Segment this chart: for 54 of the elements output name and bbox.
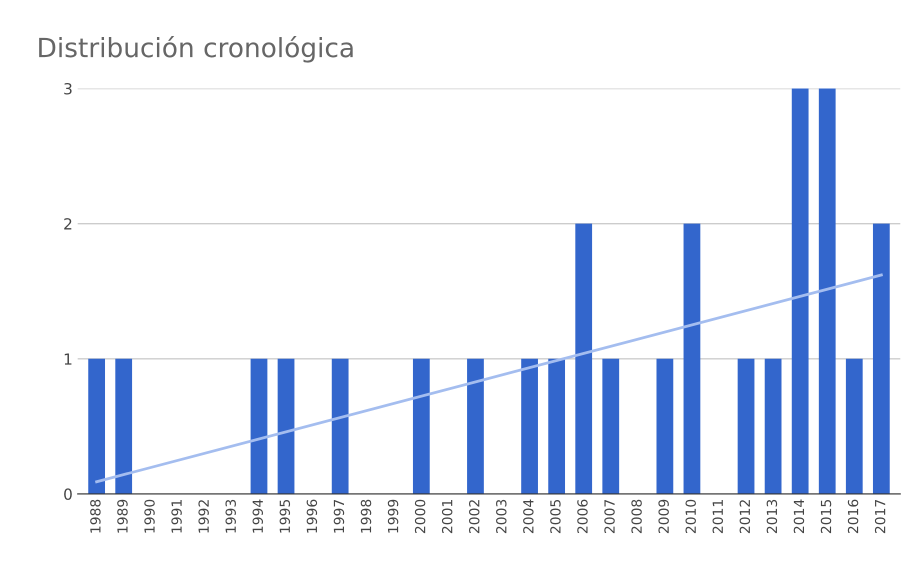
x-tick-label: 2013 (766, 500, 778, 534)
x-tick-label: 2004 (523, 500, 534, 534)
bar (684, 224, 700, 494)
x-tick-label: 1994 (252, 500, 264, 533)
bar (115, 358, 132, 494)
x-tick-label: 2005 (550, 500, 561, 534)
x-tick-label: 1988 (90, 500, 101, 533)
x-tick-label: 2012 (740, 500, 750, 534)
x-tick-label: 2016 (848, 500, 858, 534)
x-tick-label: 2015 (820, 500, 832, 534)
bar (548, 358, 566, 494)
x-tick-label: 1996 (306, 500, 318, 533)
x-tick-label: 2009 (658, 500, 669, 534)
x-tick-label: 2011 (712, 500, 724, 534)
bar (872, 224, 890, 494)
x-tick-label: 1998 (360, 500, 372, 533)
x-tick-label: 1993 (225, 500, 236, 533)
x-tick-label: 2014 (794, 500, 804, 534)
x-tick-label: 2008 (631, 500, 642, 534)
bar (278, 358, 294, 494)
x-tick-label: 2006 (577, 500, 588, 534)
bar (656, 358, 674, 494)
y-tick-label: 2 (64, 218, 72, 230)
bar (575, 224, 592, 494)
x-tick-label: 1991 (171, 500, 182, 533)
bar (521, 358, 538, 494)
bar (412, 358, 430, 494)
bar (88, 358, 106, 494)
bar (332, 358, 349, 494)
bar (846, 358, 863, 494)
x-tick-label: 2010 (685, 500, 696, 534)
x-tick-label: 1990 (144, 500, 155, 533)
y-tick-label: 3 (64, 82, 72, 95)
x-tick-label: 1995 (280, 500, 290, 533)
bar (792, 88, 809, 494)
bar (738, 358, 754, 494)
bar (602, 358, 620, 494)
x-tick-label: 2002 (468, 500, 480, 534)
bar (250, 358, 268, 494)
bar (818, 88, 836, 494)
bar (764, 358, 782, 494)
x-tick-label: 1989 (117, 500, 128, 533)
x-tick-label: 2003 (496, 500, 507, 534)
x-tick-label: 2000 (414, 500, 426, 534)
y-tick-label: 1 (64, 353, 72, 365)
x-tick-label: 1997 (334, 500, 344, 533)
x-tick-label: 1999 (388, 500, 398, 533)
x-tick-label: 2007 (604, 500, 615, 534)
x-tick-label: 2001 (442, 500, 452, 534)
x-tick-label: 2017 (874, 500, 886, 534)
bar (467, 358, 484, 494)
y-tick-label: 0 (64, 488, 72, 500)
x-tick-label: 1992 (198, 500, 209, 533)
chart-title: Distribución cronológica (39, 36, 353, 63)
